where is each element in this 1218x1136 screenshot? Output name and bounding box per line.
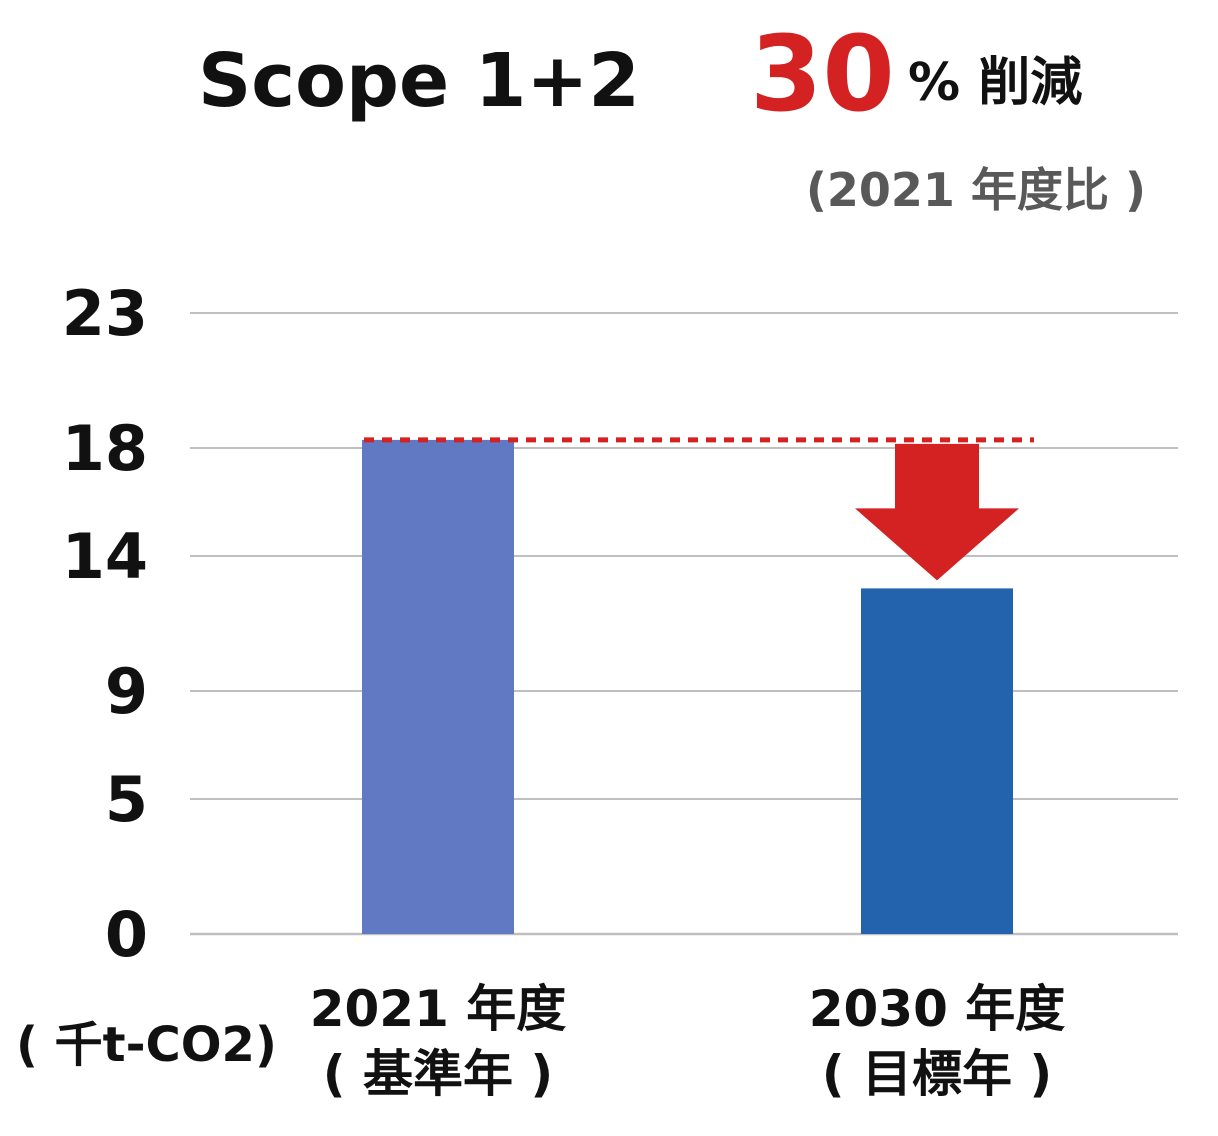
y-tick-label-9: 9 [105,655,148,728]
x-category-label-1-line-1: ( 目標年 ) [822,1045,1053,1103]
bar-1 [861,588,1013,934]
reduction-note: (2021 年度比 ) [806,163,1146,217]
y-unit-label: ( 千t-CO2) [16,1017,277,1073]
y-tick-label-23: 23 [62,277,148,350]
y-tick-label-0: 0 [105,898,148,971]
x-category-label-1-line-0: 2030 年度 [809,980,1066,1038]
scope-title: Scope 1+2 [198,38,640,124]
reduction-percent: 30 [750,13,895,135]
x-category-label-0-line-1: ( 基準年 ) [323,1045,554,1103]
x-category-label-0-line-0: 2021 年度 [310,980,567,1038]
y-tick-label-5: 5 [105,763,148,836]
reduction-arrow [855,443,1019,581]
y-tick-label-18: 18 [62,412,148,485]
gridlines [190,312,1178,936]
x-axis-categories: 2021 年度 ( 基準年 ) 2030 年度 ( 目標年 ) [310,980,1066,1103]
bars [362,439,1013,934]
bar-0 [362,439,514,934]
y-tick-label-14: 14 [62,520,148,593]
annotations [364,437,1034,581]
reduction-suffix: % 削減 [908,53,1082,113]
y-axis-ticks: 0 5 9 14 18 23 [62,277,148,971]
